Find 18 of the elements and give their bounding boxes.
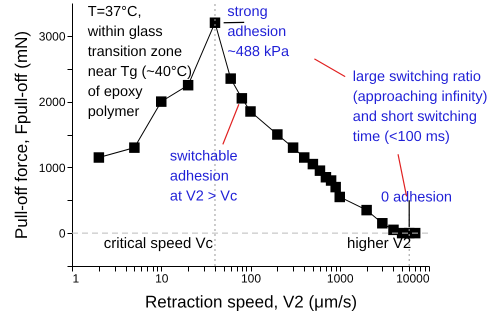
annotation: 0 adhesion — [381, 189, 452, 206]
x-axis-title: Retraction speed, V2 (μm/s) — [145, 292, 357, 312]
ref-line-label: critical speed Vc — [104, 235, 214, 252]
annotation: strong adhesion ~488 kPa — [227, 4, 290, 60]
x-tick-label: 100 — [240, 272, 262, 286]
ref-line-label: higher V2 — [346, 235, 412, 252]
y-tick-label: 3000 — [38, 29, 66, 44]
x-tick-label: 1 — [72, 272, 80, 286]
y-tick-label: 1000 — [38, 160, 66, 175]
y-tick-label: 0 — [58, 226, 66, 241]
x-tick-label: 1000 — [326, 272, 354, 286]
annotation: switchable adhesion at V2 > Vc — [170, 148, 238, 205]
annotation: T=37°C, within glass transition zone near Tg (~40°C) of epoxy polymer — [86, 4, 192, 120]
x-tick-label: 10000 — [396, 272, 430, 286]
y-axis-title: Pull-off force, Fpull-off (mN) — [12, 30, 31, 240]
y-tick-label: 2000 — [38, 95, 66, 110]
x-tick-label: 10 — [155, 272, 169, 286]
annotation: large switching ratio (approaching infinity) and short switching time (<100 ms) — [352, 69, 488, 146]
